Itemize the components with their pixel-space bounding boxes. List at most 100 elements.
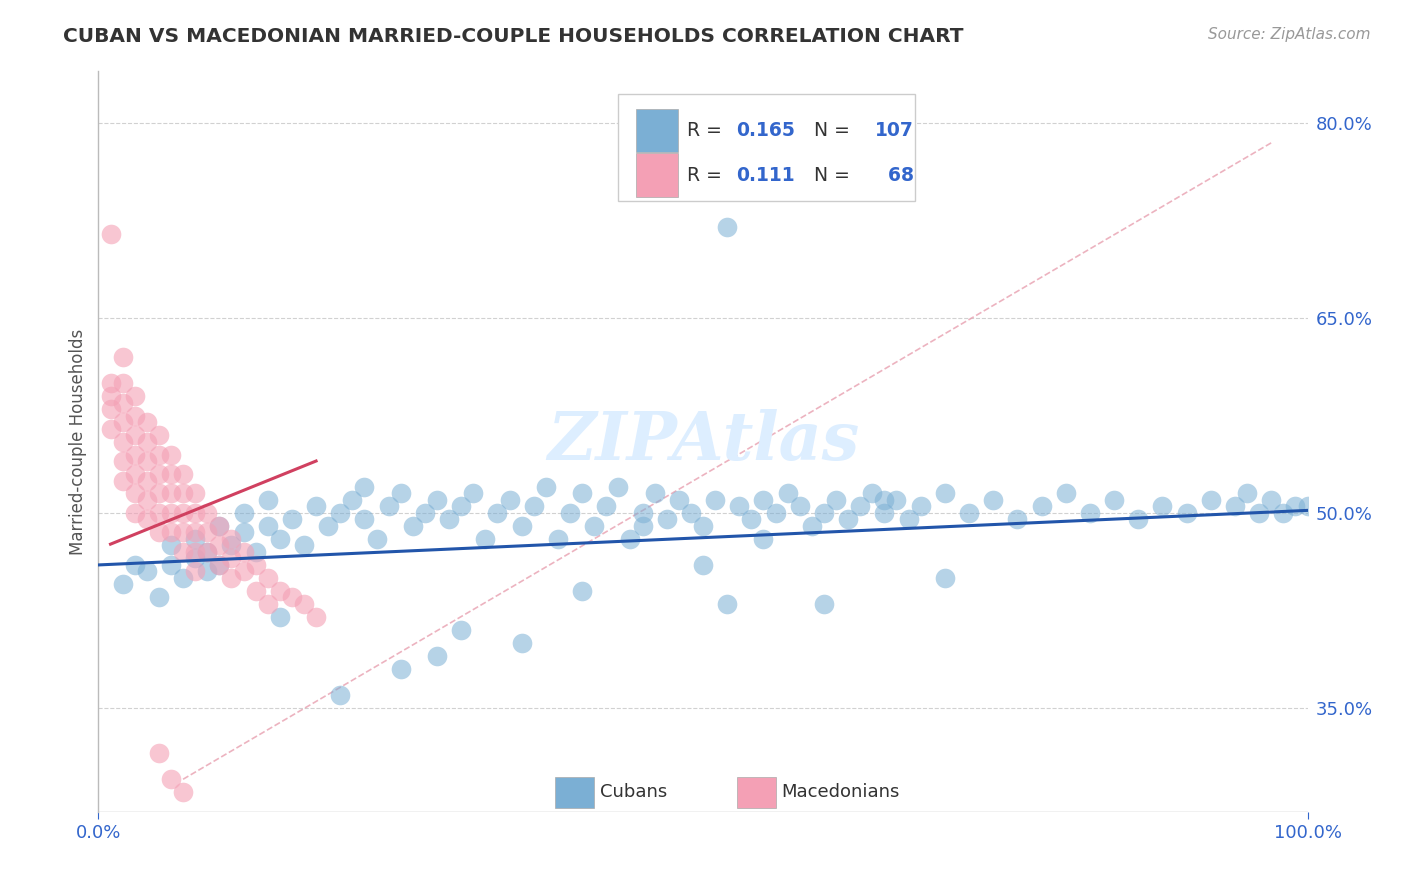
Point	[789, 500, 811, 514]
Point	[934, 571, 956, 585]
Text: Macedonians: Macedonians	[782, 783, 900, 801]
Point	[413, 506, 436, 520]
Point	[813, 506, 835, 520]
Point	[523, 500, 546, 514]
Point	[704, 493, 727, 508]
Point	[377, 500, 399, 514]
Point	[342, 493, 364, 508]
Point	[148, 428, 170, 442]
Point	[595, 500, 617, 514]
Point	[232, 565, 254, 579]
Text: 68: 68	[875, 166, 914, 185]
Point	[184, 565, 207, 579]
Point	[402, 519, 425, 533]
Point	[148, 448, 170, 462]
Point	[728, 500, 751, 514]
Point	[1128, 512, 1150, 526]
Point	[873, 493, 896, 508]
Point	[837, 512, 859, 526]
Point	[886, 493, 908, 508]
Point	[1175, 506, 1198, 520]
Point	[111, 577, 134, 591]
Point	[124, 558, 146, 572]
Text: Source: ZipAtlas.com: Source: ZipAtlas.com	[1208, 27, 1371, 42]
Point	[208, 519, 231, 533]
Point	[692, 558, 714, 572]
Point	[148, 467, 170, 481]
Point	[184, 532, 207, 546]
Point	[124, 409, 146, 423]
Point	[873, 506, 896, 520]
Point	[160, 506, 183, 520]
Text: N =: N =	[803, 121, 856, 140]
Point	[329, 688, 352, 702]
Point	[124, 389, 146, 403]
Point	[366, 532, 388, 546]
Point	[765, 506, 787, 520]
Point	[232, 545, 254, 559]
Point	[195, 565, 218, 579]
Point	[100, 227, 122, 241]
FancyBboxPatch shape	[637, 109, 678, 153]
Text: R =: R =	[688, 121, 728, 140]
Point	[305, 500, 328, 514]
Point	[160, 467, 183, 481]
Point	[221, 571, 243, 585]
Point	[195, 506, 218, 520]
Point	[184, 525, 207, 540]
Point	[184, 545, 207, 559]
Text: 0.165: 0.165	[735, 121, 794, 140]
Point	[849, 500, 872, 514]
Point	[389, 486, 412, 500]
Point	[692, 519, 714, 533]
Point	[124, 467, 146, 481]
Point	[292, 538, 315, 552]
Point	[353, 480, 375, 494]
Point	[208, 519, 231, 533]
Text: Cubans: Cubans	[600, 783, 668, 801]
Text: ZIPAtlas: ZIPAtlas	[547, 409, 859, 474]
Point	[135, 512, 157, 526]
Point	[100, 402, 122, 417]
Text: R =: R =	[688, 166, 734, 185]
Point	[148, 525, 170, 540]
Point	[305, 610, 328, 624]
Point	[1236, 486, 1258, 500]
Point	[644, 486, 666, 500]
Point	[897, 512, 920, 526]
Point	[498, 493, 520, 508]
Point	[148, 591, 170, 605]
Point	[111, 350, 134, 364]
FancyBboxPatch shape	[737, 777, 776, 808]
Point	[910, 500, 932, 514]
Point	[668, 493, 690, 508]
Point	[160, 525, 183, 540]
Point	[100, 389, 122, 403]
Point	[256, 519, 278, 533]
FancyBboxPatch shape	[619, 94, 915, 201]
Point	[1249, 506, 1271, 520]
Point	[148, 486, 170, 500]
Point	[221, 538, 243, 552]
Point	[825, 493, 848, 508]
Point	[1260, 493, 1282, 508]
Point	[558, 506, 581, 520]
Point	[184, 551, 207, 566]
Point	[1078, 506, 1101, 520]
Point	[256, 493, 278, 508]
Point	[631, 519, 654, 533]
Point	[269, 610, 291, 624]
Point	[124, 448, 146, 462]
Point	[776, 486, 799, 500]
Point	[292, 597, 315, 611]
Point	[486, 506, 509, 520]
Point	[245, 583, 267, 598]
Point	[172, 525, 194, 540]
Point	[256, 597, 278, 611]
Y-axis label: Married-couple Households: Married-couple Households	[69, 328, 87, 555]
Point	[329, 506, 352, 520]
Point	[450, 623, 472, 637]
Text: 107: 107	[875, 121, 914, 140]
Point	[135, 434, 157, 449]
Point	[256, 571, 278, 585]
